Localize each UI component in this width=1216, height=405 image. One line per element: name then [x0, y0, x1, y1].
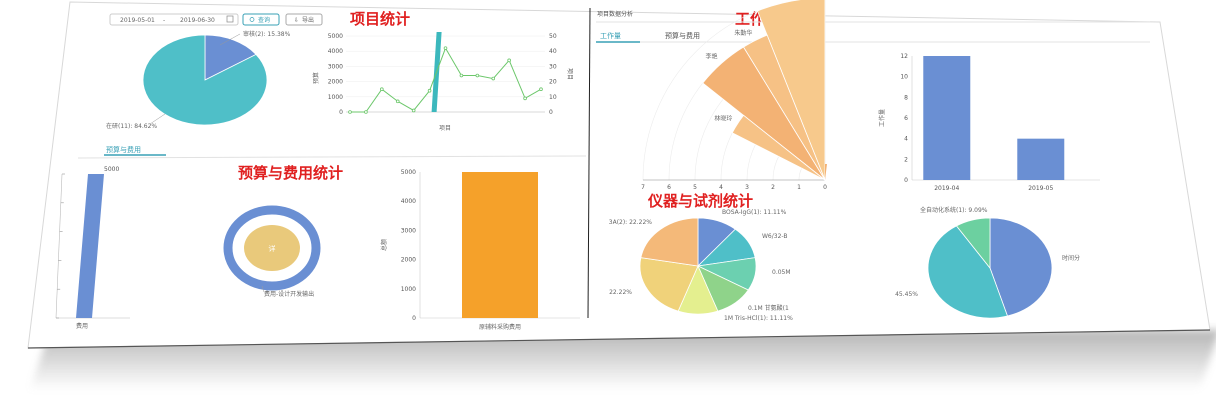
y-tick-label-left: 0 — [339, 109, 343, 116]
heading-project: 项目统计 — [350, 10, 410, 28]
tab-workload[interactable]: 工作量 — [600, 31, 621, 40]
heading-instrument: 仪器与试剂统计 — [647, 192, 753, 210]
pie-label: 0.05M — [772, 269, 791, 276]
y-tick-label: 4 — [904, 136, 908, 143]
y-tick-label-right: 50 — [549, 33, 557, 40]
y-tick-label-left: 5000 — [328, 33, 343, 40]
x-tick-label: 2019-05 — [1028, 185, 1053, 192]
pie-label: 1M Tris-HCl(1): 11.11% — [724, 315, 793, 322]
series-point — [380, 88, 383, 91]
date-end: 2019-06-30 — [180, 17, 215, 24]
series-point — [524, 97, 527, 100]
polar-category-label: 林晓玲 — [714, 115, 732, 123]
radial-tick-label: 2 — [771, 184, 775, 191]
donut-center-label: 详 — [269, 244, 276, 253]
radial-tick-label: 0 — [823, 184, 827, 191]
pie-label: 审核(2): 15.38% — [243, 30, 291, 38]
y-tick-label: 4000 — [401, 198, 416, 205]
date-separator: - — [163, 17, 165, 24]
series-point — [540, 88, 543, 91]
y-axis-label-left: 预算 — [312, 72, 320, 84]
polar-category-label: 李艳 — [706, 53, 718, 61]
y-tick-label-right: 40 — [549, 48, 557, 55]
radial-tick-label: 1 — [797, 184, 801, 191]
y-tick-label: 6 — [904, 115, 908, 122]
polar-category-label: 朱勤华 — [734, 29, 752, 37]
date-start: 2019-05-01 — [120, 17, 155, 24]
radial-tick-label: 7 — [641, 184, 645, 191]
series-point — [444, 47, 447, 50]
series-point — [428, 89, 431, 92]
pie-label: W6/32-B — [762, 233, 787, 240]
y-tick-label: 3000 — [401, 227, 416, 234]
series-point — [396, 100, 399, 103]
y-axis-label-right: 项目 — [566, 68, 573, 80]
y-tick-label: 2 — [904, 156, 908, 163]
export-icon: ⇩ — [294, 17, 299, 24]
export-label: 导出 — [302, 16, 314, 24]
radial-tick-label: 6 — [667, 184, 671, 191]
tab-budget[interactable]: 预算与费用 — [106, 145, 141, 154]
tab-workload-budget[interactable]: 预算与费用 — [665, 31, 700, 40]
toolbar: 2019-05-01 - 2019-06-30 查询 ⇩ 导出 — [110, 14, 322, 25]
y-tick-label: 2000 — [401, 257, 416, 264]
pie-label: 全自动化系统(1): 9.09% — [920, 206, 988, 214]
radial-tick-label: 4 — [719, 184, 723, 191]
bar — [462, 172, 538, 318]
y-tick-label: 5000 — [401, 169, 416, 176]
y-tick-label: 1000 — [401, 286, 416, 293]
pie-label: 22.22% — [609, 289, 632, 296]
y-tick-label: 8 — [904, 94, 908, 101]
series-point — [492, 77, 495, 80]
pie-label: 0.1M 甘氨酸(1 — [748, 304, 789, 312]
y-tick-label-right: 20 — [549, 79, 557, 86]
y-tick-label: 12 — [900, 53, 908, 60]
pie-label: 3A(2): 22.22% — [609, 219, 653, 226]
y-tick-label-left: 3000 — [328, 63, 343, 70]
radial-tick-label: 5 — [693, 184, 697, 191]
y-tick-label-right: 10 — [549, 94, 557, 101]
y-tick-label: 0 — [904, 177, 908, 184]
bar-top-label: 5000 — [104, 166, 119, 173]
y-tick-label-right: 30 — [549, 63, 557, 70]
series-point — [365, 111, 368, 114]
pie-label: BOSA-IgG(1): 11.11% — [722, 209, 787, 216]
series-point — [476, 74, 479, 77]
y-tick-label: 10 — [900, 74, 908, 81]
y-tick-label-left: 1000 — [328, 94, 343, 101]
y-axis-label: 总额 — [380, 239, 388, 251]
x-tick-label: 费用 — [76, 322, 88, 330]
x-tick-label: 2019-04 — [934, 185, 959, 192]
series-point — [349, 111, 352, 114]
series-point — [412, 109, 415, 112]
x-tick-label: 原辅料采购费用 — [479, 323, 521, 331]
y-tick-label-left: 2000 — [328, 79, 343, 86]
heading-budget: 预算与费用统计 — [238, 164, 343, 182]
y-axis-label: 工作量 — [878, 109, 886, 127]
donut-label: 费用-设计开发输出 — [264, 290, 314, 298]
y-tick-label-left: 4000 — [328, 48, 343, 55]
x-axis-label: 项目 — [439, 125, 451, 132]
query-label: 查询 — [258, 16, 270, 24]
pie-label: 45.45% — [895, 291, 918, 298]
pie-label: 在研(11): 84.62% — [106, 122, 157, 130]
radial-tick-label: 3 — [745, 184, 749, 191]
series-point — [508, 59, 511, 62]
y-tick-label: 0 — [412, 315, 416, 322]
series-point — [460, 74, 463, 77]
bar — [1017, 139, 1064, 180]
workload-caption: 项目数据分析 — [597, 10, 633, 18]
pie-label: 时间分 — [1062, 254, 1080, 262]
y-tick-label-right: 0 — [549, 109, 553, 116]
bar — [923, 56, 970, 180]
